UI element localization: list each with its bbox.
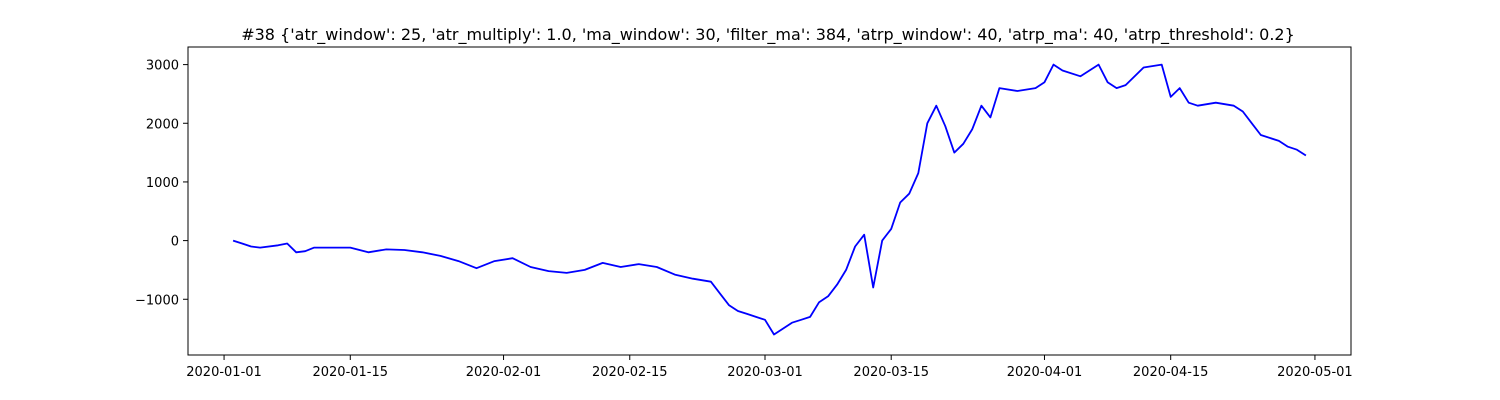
x-tick-label: 2020-02-15 [592,365,668,380]
y-tick-label: 2000 [146,117,179,132]
x-tick-label: 2020-02-01 [466,365,542,380]
x-tick-label: 2020-04-15 [1133,365,1209,380]
y-tick-label: −1000 [135,293,179,308]
x-tick-label: 2020-05-01 [1277,365,1353,380]
series-line-0 [232,63,1307,336]
plot-frame [187,46,1352,356]
x-tick-label: 2020-01-15 [312,365,388,380]
y-tick-label: 3000 [146,59,179,74]
y-tick-label: 1000 [146,176,179,191]
x-axis: 2020-01-01 2020-01-15 2020-02-01 2020-02-15… [186,355,1353,380]
y-axis: −1000 0 1000 2000 3000 [135,59,188,308]
x-tick-label: 2020-01-01 [186,365,262,380]
x-tick-label: 2020-04-01 [1007,365,1083,380]
plot-area [232,63,1307,336]
x-tick-label: 2020-03-15 [853,365,929,380]
chart-title: #38 {'atr_window': 25, 'atr_multiply': 1… [241,25,1295,45]
x-tick-label: 2020-03-01 [727,365,803,380]
y-tick-label: 0 [171,235,179,250]
